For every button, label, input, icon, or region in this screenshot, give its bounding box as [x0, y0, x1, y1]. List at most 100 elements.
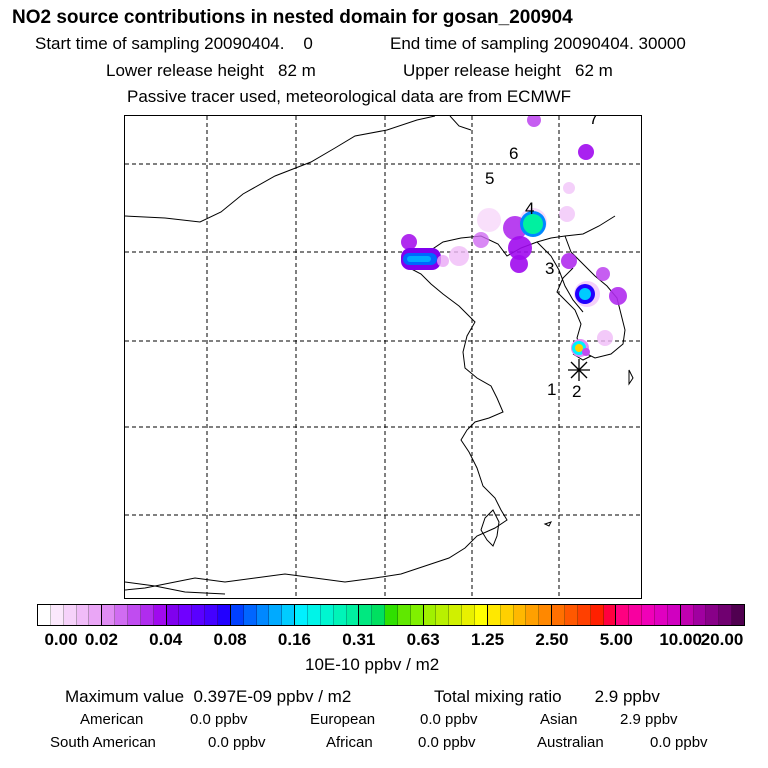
colorbar-tick-label: 0.31 — [342, 630, 376, 649]
colorbar-swatch — [706, 605, 720, 625]
african-label: African — [326, 734, 373, 751]
colorbar-swatch — [38, 605, 51, 625]
map-label-2: 2 — [572, 382, 581, 401]
colorbar-tick-label: 0.16 — [277, 630, 311, 649]
european-value: 0.0 ppbv — [420, 711, 478, 728]
colorbar-swatch — [462, 605, 476, 625]
colorbar-swatch — [603, 605, 616, 625]
colorbar-swatch — [719, 605, 733, 625]
colorbar-tick-label: 1.25 — [470, 630, 505, 649]
colorbar-swatch — [50, 605, 64, 625]
map-label-1: 1 — [547, 380, 556, 399]
colorbar-swatch — [385, 605, 398, 625]
colorbar-swatch — [654, 605, 668, 625]
european-label: European — [310, 711, 376, 728]
colorbar-swatch — [372, 605, 386, 625]
colorbar-block — [166, 605, 231, 625]
american-value: 0.0 ppbv — [190, 711, 248, 728]
colorbar-tick-label: 0.04 — [149, 630, 183, 649]
colorbar-swatch — [732, 605, 744, 625]
colorbar-swatch — [307, 605, 321, 625]
colorbar-swatch — [475, 605, 487, 625]
map-label-3: 3 — [545, 259, 554, 278]
colorbar-swatch — [423, 605, 437, 625]
colorbar-block — [102, 605, 167, 625]
upper-release-height-label: Upper release height 62 m — [403, 61, 613, 80]
colorbar-swatch — [629, 605, 643, 625]
colorbar-swatch — [76, 605, 90, 625]
south-american-label: South American — [50, 734, 156, 751]
colorbar-swatch — [269, 605, 283, 625]
map-canvas: 1 2 3 4 5 6 7 — [125, 116, 641, 598]
colorbar-block — [359, 605, 424, 625]
colorbar-swatch — [217, 605, 230, 625]
colorbar-swatch — [179, 605, 193, 625]
colorbar-tick-label: 2.50 — [535, 630, 569, 649]
colorbar-swatch — [89, 605, 102, 625]
start-time-label: Start time of sampling 20090404. 0 — [35, 34, 313, 53]
colorbar-tick-label: 0.02 — [84, 630, 118, 649]
map-label-7: 7 — [589, 116, 598, 128]
colorbar-block — [38, 605, 103, 625]
colorbar-unit: 10E-10 ppbv / m2 — [305, 655, 440, 674]
colorbar-swatch — [500, 605, 514, 625]
colorbar-swatch — [192, 605, 206, 625]
colorbar-swatch — [436, 605, 450, 625]
colorbar-tick-label: 5.00 — [599, 630, 633, 649]
colorbar-swatch — [333, 605, 347, 625]
colorbar-swatch — [397, 605, 411, 625]
colorbar-swatch — [140, 605, 154, 625]
colorbar-swatch — [205, 605, 218, 625]
map-title: NO2 source contributions in nested domai… — [12, 7, 573, 28]
lower-release-height-label: Lower release height 82 m — [106, 61, 316, 80]
colorbar-swatch — [616, 605, 630, 625]
colorbar-swatch — [693, 605, 707, 625]
colorbar-swatch — [359, 605, 373, 625]
colorbar-tick-label: 20.00 — [700, 630, 744, 649]
african-value: 0.0 ppbv — [418, 734, 476, 751]
concentration-plume — [401, 116, 627, 357]
asian-label: Asian — [540, 711, 578, 728]
colorbar-swatch — [577, 605, 591, 625]
colorbar-tick-label: 0.00 — [44, 630, 78, 649]
colorbar-block — [616, 605, 681, 625]
colorbar-swatch — [243, 605, 257, 625]
colorbar-swatch — [539, 605, 552, 625]
maximum-value: Maximum value 0.397E-09 ppbv / m2 — [65, 687, 352, 706]
map-label-5: 5 — [485, 169, 494, 188]
map-panel: 1 2 3 4 5 6 7 — [124, 115, 642, 599]
map-grid — [125, 116, 641, 598]
total-mixing-ratio: Total mixing ratio 2.9 ppbv — [434, 687, 660, 706]
colorbar-swatch — [410, 605, 423, 625]
colorbar-block — [295, 605, 360, 625]
south-american-value: 0.0 ppbv — [208, 734, 266, 751]
colorbar-swatch — [115, 605, 128, 625]
colorbar — [37, 604, 745, 626]
colorbar-swatch — [230, 605, 244, 625]
end-time-label: End time of sampling 20090404. 30000 — [390, 34, 686, 53]
australian-value: 0.0 ppbv — [650, 734, 708, 751]
tracer-note: Passive tracer used, meteorological data… — [127, 87, 572, 106]
colorbar-block — [487, 605, 553, 625]
colorbar-swatch — [590, 605, 604, 625]
colorbar-swatch — [513, 605, 527, 625]
colorbar-block — [552, 605, 617, 625]
colorbar-swatch — [166, 605, 180, 625]
colorbar-swatch — [127, 605, 141, 625]
colorbar-swatch — [63, 605, 77, 625]
colorbar-swatch — [256, 605, 270, 625]
colorbar-swatch — [295, 605, 308, 625]
colorbar-swatch — [320, 605, 334, 625]
map-label-6: 6 — [509, 144, 518, 163]
colorbar-tick-label: 0.08 — [213, 630, 247, 649]
colorbar-swatch — [526, 605, 540, 625]
colorbar-swatch — [346, 605, 359, 625]
colorbar-swatch — [153, 605, 166, 625]
asian-value: 2.9 ppbv — [620, 711, 678, 728]
colorbar-tick-label: 0.63 — [406, 630, 440, 649]
coastlines — [125, 116, 634, 595]
colorbar-swatch — [487, 605, 501, 625]
colorbar-swatch — [282, 605, 295, 625]
colorbar-swatch — [642, 605, 655, 625]
colorbar-swatch — [552, 605, 565, 625]
